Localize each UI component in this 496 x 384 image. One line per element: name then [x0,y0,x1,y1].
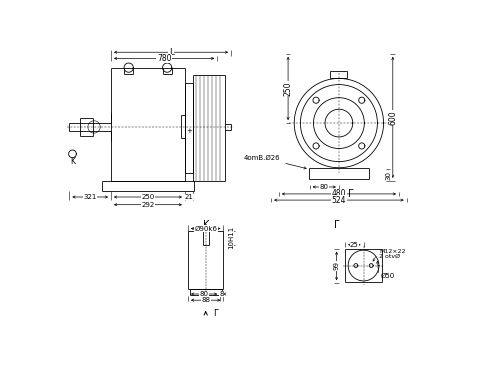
Text: +: + [186,128,191,134]
Text: 99: 99 [334,262,340,270]
Text: 21: 21 [185,194,193,200]
Text: M12×22
2 otvØ: M12×22 2 otvØ [379,248,405,259]
Text: 10H11: 10H11 [228,226,234,250]
Text: 780: 780 [157,54,171,63]
Text: 4omB.Ø26: 4omB.Ø26 [244,155,306,169]
Text: Г: Г [348,189,354,199]
Text: Ø50: Ø50 [380,273,395,278]
Text: 480: 480 [332,189,346,199]
Text: K: K [70,157,75,166]
Text: Ø90k6: Ø90k6 [194,225,217,232]
Text: Г: Г [213,309,219,318]
Text: 292: 292 [141,202,155,208]
Text: 25: 25 [350,242,359,248]
Text: Г: Г [334,220,340,230]
Text: K: K [202,220,209,230]
Text: L: L [169,48,174,57]
Text: 600: 600 [388,110,397,125]
Text: 250: 250 [284,81,293,96]
Text: 250: 250 [141,194,155,200]
Text: 524: 524 [332,195,346,205]
Text: 321: 321 [83,194,97,200]
Text: 30: 30 [385,170,391,180]
Text: 80: 80 [320,184,329,190]
Text: 80: 80 [199,291,209,297]
Text: 8: 8 [220,291,224,297]
Text: 88: 88 [201,297,210,303]
